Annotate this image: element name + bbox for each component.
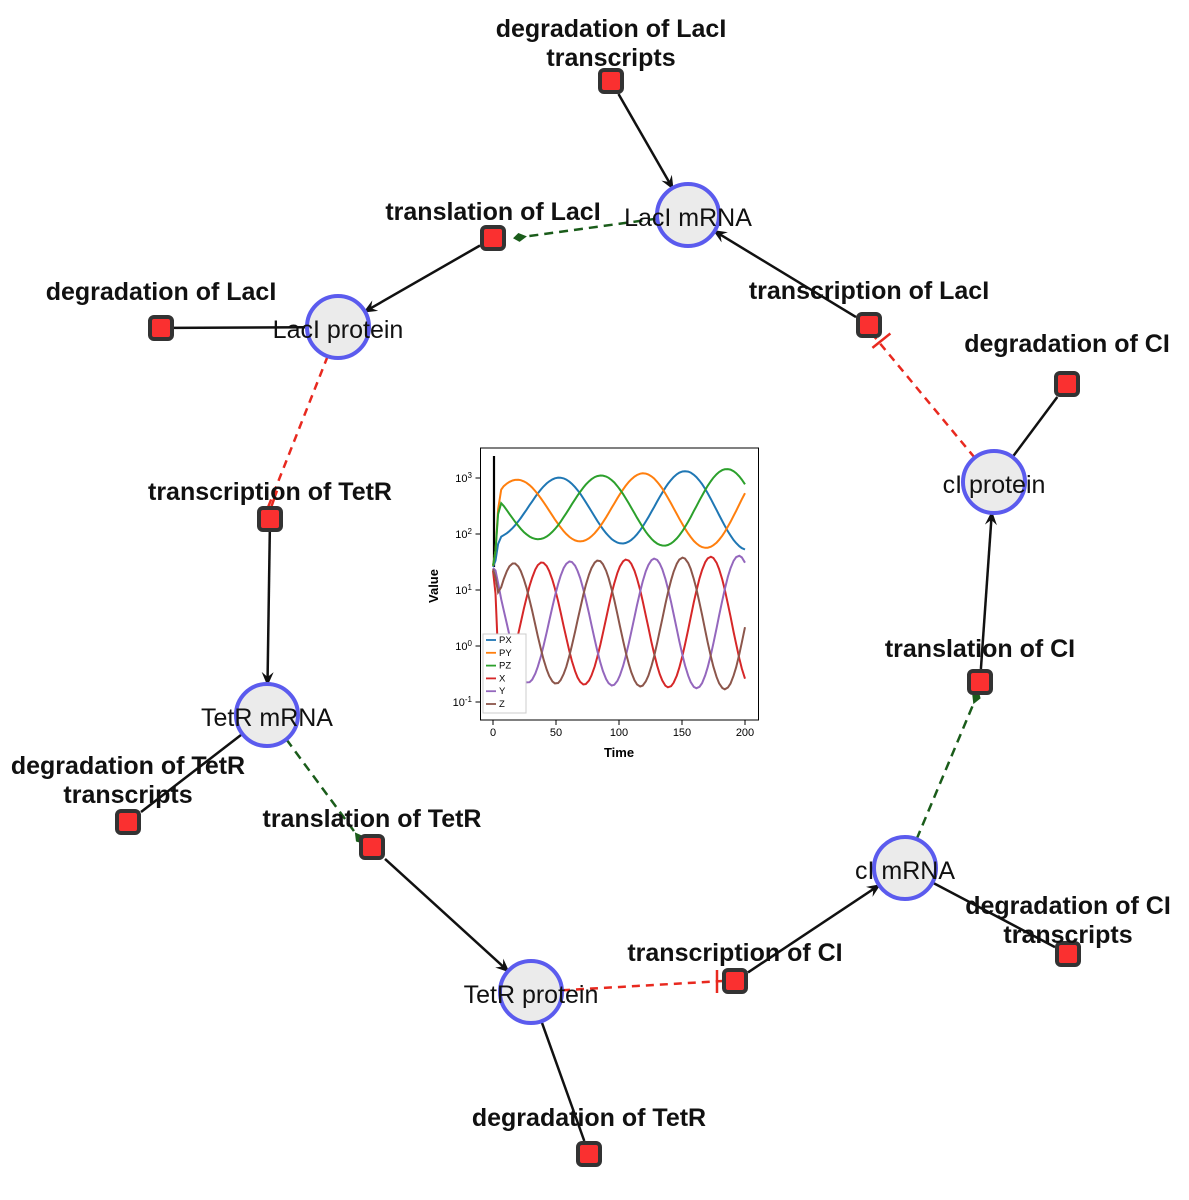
svg-text:PX: PX	[499, 635, 512, 646]
svg-text:PY: PY	[499, 648, 512, 659]
svg-text:0: 0	[490, 727, 496, 739]
svg-text:101: 101	[455, 583, 472, 598]
svg-text:Z: Z	[499, 699, 505, 710]
svg-text:Time: Time	[604, 745, 634, 760]
svg-text:103: 103	[455, 471, 472, 486]
svg-text:X: X	[499, 673, 506, 684]
svg-text:100: 100	[455, 639, 472, 654]
svg-text:Y: Y	[499, 686, 506, 697]
svg-text:100: 100	[610, 727, 628, 739]
svg-text:PZ: PZ	[499, 661, 511, 672]
svg-text:200: 200	[736, 727, 754, 739]
svg-text:102: 102	[455, 527, 472, 542]
svg-text:50: 50	[550, 727, 562, 739]
svg-text:Value: Value	[426, 569, 441, 603]
svg-text:150: 150	[673, 727, 691, 739]
svg-text:10-1: 10-1	[453, 695, 473, 710]
